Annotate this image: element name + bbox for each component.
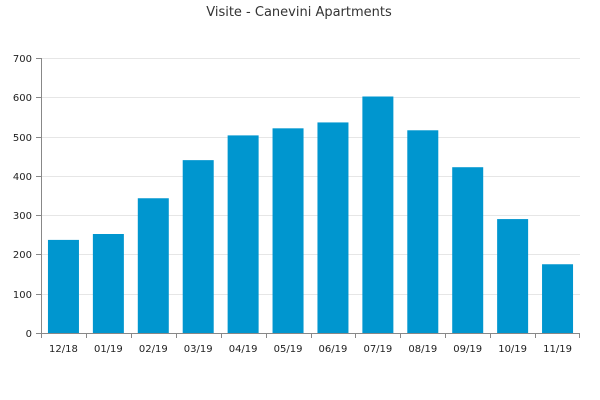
bars (47, 96, 574, 333)
x-tick-label: 02/19 (139, 344, 168, 355)
x-tick-label: 10/19 (498, 344, 527, 355)
y-tick-label: 700 (13, 54, 32, 65)
y-tick-label: 300 (13, 211, 32, 222)
bar (182, 160, 214, 333)
x-tick-label: 06/19 (319, 344, 348, 355)
bar (137, 198, 169, 333)
x-tick-label: 05/19 (274, 344, 303, 355)
bar (542, 264, 574, 333)
bar (452, 167, 484, 333)
chart-title: Visite - Canevini Apartments (206, 5, 392, 20)
y-tick-label: 0 (26, 329, 32, 340)
bar (92, 234, 124, 333)
axes (36, 58, 580, 338)
x-tick-label: 04/19 (229, 344, 258, 355)
grid-lines (41, 58, 580, 295)
bar (272, 128, 304, 333)
x-tick-label: 09/19 (453, 344, 482, 355)
x-tick-label: 12/18 (49, 344, 78, 355)
tick-labels: 0 100 200 300 400 500 600 700 12/18 01/19 02/19 03/… (13, 54, 572, 355)
y-tick-label: 200 (13, 250, 32, 261)
bar (317, 122, 349, 333)
y-tick-label: 500 (13, 133, 32, 144)
bar (227, 135, 259, 333)
bar (407, 130, 439, 333)
bar (497, 219, 529, 333)
y-tick-label: 600 (13, 93, 32, 104)
y-tick-label: 400 (13, 172, 32, 183)
x-tick-label: 08/19 (408, 344, 437, 355)
bar (47, 239, 79, 333)
x-tick-label: 01/19 (94, 344, 123, 355)
y-tick-label: 100 (13, 290, 32, 301)
x-tick-label: 11/19 (543, 344, 572, 355)
x-tick-label: 07/19 (363, 344, 392, 355)
bar (362, 96, 394, 333)
x-tick-label: 03/19 (184, 344, 213, 355)
